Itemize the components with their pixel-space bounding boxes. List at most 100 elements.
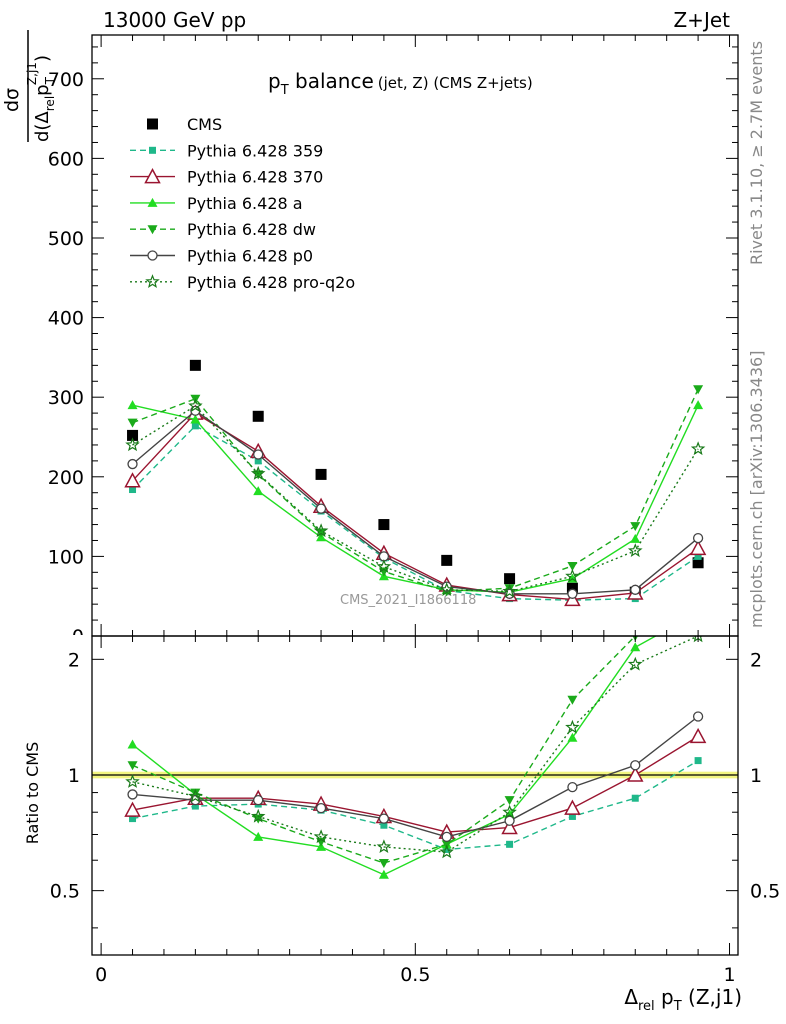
ratio-point	[378, 859, 389, 869]
legend-marker	[144, 168, 161, 184]
chart-title: pT balance (jet, Z) (CMS Z+jets)	[268, 69, 533, 98]
legend-label: Pythia 6.428 359	[187, 141, 323, 160]
legend-entry-1: Pythia 6.428 359	[130, 141, 323, 160]
data-point	[190, 414, 201, 424]
ratio-point	[627, 766, 644, 782]
ratio-plot	[92, 607, 738, 879]
legend-label: Pythia 6.428 p0	[187, 247, 313, 266]
series-5	[127, 405, 704, 599]
ratio-line	[132, 636, 699, 853]
ratio-y-label: Ratio to CMS	[23, 742, 42, 844]
ratio-point	[443, 845, 451, 853]
data-point	[630, 584, 641, 595]
ratio-point	[567, 732, 578, 742]
ratio-point	[127, 761, 138, 771]
data-point	[129, 486, 137, 494]
data-point	[253, 486, 264, 496]
ratio-point	[564, 799, 581, 815]
data-point	[693, 400, 704, 410]
data-point	[693, 385, 704, 395]
ratio-point	[378, 869, 389, 879]
y-tick-label: 700	[48, 69, 84, 91]
ratio-point	[439, 844, 454, 859]
legend-label: Pythia 6.428 a	[187, 194, 303, 213]
ratio-y-tick-label-right: 2	[750, 649, 762, 671]
ratio-point	[253, 831, 264, 841]
mcplots-label: mcplots.cern.ch [arXiv:1306.3436]	[747, 351, 766, 628]
ratio-point	[127, 789, 138, 800]
data-point	[127, 429, 139, 441]
ratio-point	[504, 796, 515, 806]
data-point	[439, 582, 454, 597]
ratio-point	[125, 774, 140, 788]
header-left: 13000 GeV pp	[103, 8, 246, 32]
ratio-line	[132, 715, 699, 838]
ratio-point	[501, 818, 518, 835]
y-tick-label: 100	[48, 546, 84, 568]
header-right: Z+Jet	[673, 8, 730, 32]
ratio-y-tick-label: 2	[68, 649, 80, 671]
legend-entry-5: Pythia 6.428 p0	[130, 247, 313, 266]
ratio-y-tick-label: 0.5	[50, 881, 80, 903]
legend-marker	[147, 250, 158, 261]
legend-marker	[149, 146, 156, 154]
data-point	[124, 472, 141, 488]
data-point	[566, 582, 578, 594]
series-line	[132, 409, 699, 595]
legend-label: Pythia 6.428 370	[187, 168, 323, 187]
watermark: CMS_2021_I1866118	[340, 593, 476, 608]
ratio-point	[693, 607, 703, 616]
ratio-point	[567, 781, 578, 793]
legend-marker	[147, 197, 158, 207]
legend-entry-6: Pythia 6.428 pro-q2o	[130, 273, 355, 292]
rivet-label: Rivet 3.1.10, ≥ 2.7M events	[747, 41, 766, 265]
data-point	[504, 573, 516, 585]
legend-label: Pythia 6.428 dw	[187, 220, 316, 239]
y-tick-label: 300	[48, 387, 84, 409]
y-tick-label: 200	[48, 467, 84, 489]
series-line	[132, 405, 699, 593]
data-point	[188, 398, 203, 413]
data-point	[689, 539, 707, 556]
legend-entry-4: Pythia 6.428 dw	[130, 220, 316, 239]
ratio-series-4	[127, 711, 704, 843]
x-axis-label: Δrel pT (Z,j1)	[624, 985, 742, 1014]
series-line	[132, 388, 699, 593]
series-3	[127, 400, 704, 597]
ratio-point	[568, 812, 576, 820]
axes-frames: 100 200 300 400 500 600 700 0 0 0.5 1 0.5 0.5 1 1 2 2	[48, 34, 780, 986]
legend-marker	[147, 225, 158, 235]
legend-entry-0: CMS	[147, 115, 222, 134]
series-0	[127, 359, 704, 598]
ratio-point	[441, 831, 452, 843]
legend: CMS Pythia 6.428 359 Pythia 6.428 370 Pythi…	[130, 115, 355, 292]
ratio-y-tick-label-right: 1	[750, 765, 762, 787]
ratio-point	[506, 840, 514, 848]
y-tick-label: 600	[48, 148, 84, 170]
ratio-point	[378, 813, 390, 824]
ratio-point	[127, 739, 138, 749]
ratio-series-2	[127, 607, 703, 879]
legend-marker	[145, 274, 160, 289]
ratio-point	[250, 808, 266, 823]
data-point	[690, 441, 706, 456]
ratio-y-tick-label: 1	[68, 765, 80, 787]
ratio-point	[313, 829, 329, 844]
data-point	[127, 418, 138, 428]
data-point	[254, 457, 262, 465]
ratio-line	[132, 636, 637, 864]
ylabel-denominator: d(ΔrelpTZ,j1)	[25, 55, 57, 142]
data-point	[441, 581, 452, 592]
ratio-point	[630, 642, 641, 652]
y-tick-label: 400	[48, 308, 84, 330]
ratio-point	[630, 760, 641, 771]
data-point	[692, 532, 704, 544]
legend-entry-2: Pythia 6.428 370	[130, 168, 323, 187]
x-tick-label: 0	[95, 964, 107, 986]
data-point	[565, 568, 580, 583]
data-point	[250, 465, 266, 480]
series-6	[125, 398, 706, 598]
legend-label: CMS	[187, 115, 222, 134]
data-point	[313, 523, 329, 538]
ratio-point	[190, 788, 201, 798]
